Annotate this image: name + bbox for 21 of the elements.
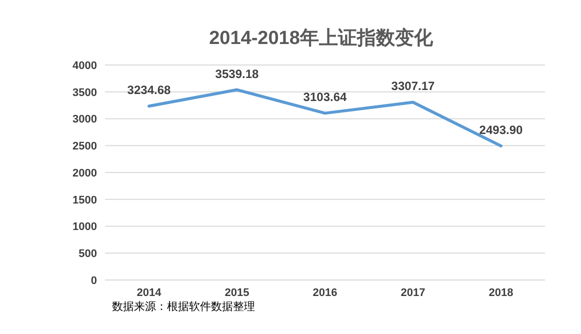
source-note: 数据来源：根据软件数据整理	[112, 300, 255, 314]
y-tick-label: 3500	[72, 86, 97, 99]
y-tick-label: 0	[90, 274, 97, 287]
y-tick-label: 2000	[72, 167, 97, 180]
y-tick-label: 1000	[72, 221, 97, 234]
x-tick-label: 2018	[488, 286, 514, 299]
data-label: 2493.90	[479, 122, 524, 137]
y-tick-label: 1500	[72, 194, 97, 206]
data-label: 3539.18	[215, 66, 260, 81]
y-tick-label: 3000	[72, 114, 97, 126]
x-tick-label: 2016	[312, 286, 338, 299]
chart-title: 2014-2018年上证指数变化	[208, 26, 434, 51]
x-tick-label: 2015	[224, 286, 250, 299]
y-tick-label: 500	[78, 248, 97, 260]
y-tick-label: 4000	[72, 60, 97, 72]
y-tick-label: 2500	[72, 140, 97, 153]
data-label: 3103.64	[303, 90, 348, 104]
data-label: 3234.68	[127, 83, 172, 98]
data-label: 3307.17	[391, 79, 436, 94]
x-tick-label: 2014	[136, 286, 162, 299]
x-tick-label: 2017	[400, 286, 426, 299]
